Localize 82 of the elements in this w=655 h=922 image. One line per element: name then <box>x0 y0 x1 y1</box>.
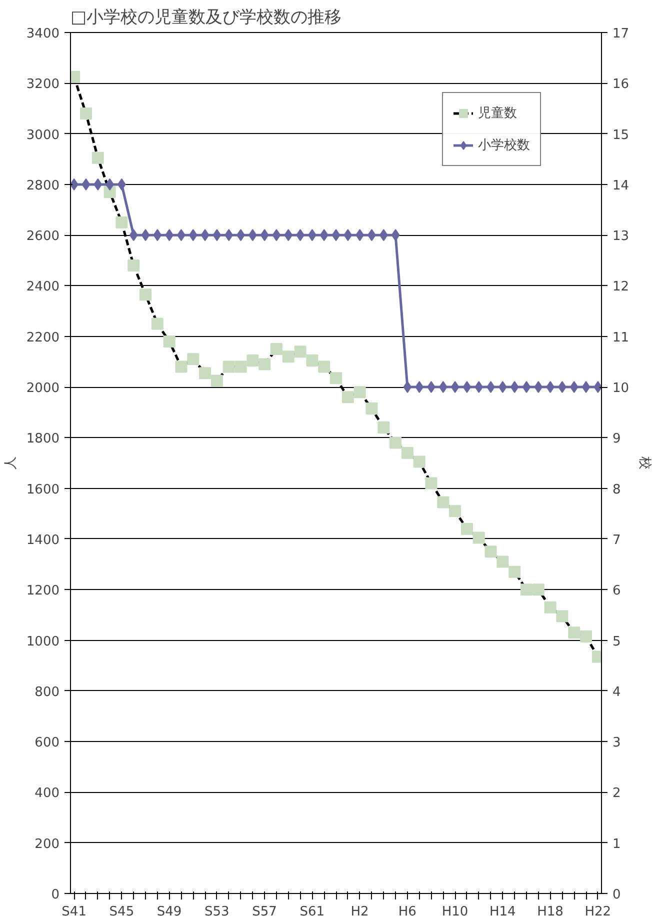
y-tick-label: 3200 <box>26 77 60 92</box>
x-tick-label: S41 <box>62 904 86 920</box>
point <box>391 229 400 242</box>
chart-title: □小学校の児童数及び学校数の推移 <box>70 8 342 28</box>
x-tick-label: H18 <box>537 904 564 920</box>
point <box>153 229 162 242</box>
x-tick-label: S57 <box>252 904 277 920</box>
y2-tick-label: 0 <box>612 888 621 902</box>
point <box>200 229 210 242</box>
x-tick-label: H10 <box>442 904 468 920</box>
y2-tick-label: 1 <box>612 836 621 852</box>
y-tick-label: 400 <box>34 786 60 802</box>
point <box>320 229 328 242</box>
point <box>141 229 150 242</box>
point <box>570 381 578 394</box>
y-tick-label: 600 <box>34 736 60 751</box>
y2-tick-label: 2 <box>612 786 621 802</box>
point <box>462 381 472 394</box>
y2-tick-label: 9 <box>612 432 621 447</box>
y2-tick-label: 16 <box>612 77 630 92</box>
point <box>332 229 340 242</box>
point <box>212 229 222 242</box>
y2-tick-label: 5 <box>612 634 621 650</box>
point <box>344 229 352 242</box>
y-axis-title: 人 <box>3 456 18 470</box>
x-tick-label: S53 <box>204 904 230 920</box>
x-tick-label: S49 <box>156 904 182 920</box>
point <box>260 229 269 242</box>
point <box>284 229 293 242</box>
y-tick-label: 1800 <box>26 432 60 447</box>
y2-tick-label: 10 <box>612 381 630 396</box>
x-tick-label: H6 <box>398 904 416 920</box>
y2-tick-label: 12 <box>612 280 630 295</box>
y2-tick-label: 6 <box>612 584 621 599</box>
y-tick-label: 2000 <box>26 381 60 396</box>
y2-tick-label: 15 <box>612 128 630 143</box>
point <box>248 229 257 242</box>
x-tick-label: H22 <box>584 904 612 920</box>
y-tick-label: 1400 <box>26 532 60 548</box>
y2-tick-label: 13 <box>612 229 630 244</box>
point <box>415 381 424 394</box>
y-tick-label: 2600 <box>26 229 60 244</box>
x-tick-label: S45 <box>109 904 134 920</box>
y-tick-label: 3000 <box>26 128 60 143</box>
y2-tick-label: 3 <box>612 736 621 751</box>
y2-axis-title: 校 <box>637 456 652 470</box>
y-tick-label: 1600 <box>26 482 60 498</box>
y2-tick-label: 4 <box>612 684 621 700</box>
point <box>582 381 590 394</box>
point <box>82 178 90 190</box>
point <box>474 381 484 394</box>
x-tick-label: H2 <box>350 904 369 920</box>
y-tick-label: 1200 <box>26 584 60 599</box>
y-tick-label: 2800 <box>26 178 60 194</box>
y-tick-label: 2400 <box>26 280 60 295</box>
point <box>188 229 198 242</box>
y2-tick-label: 17 <box>612 26 630 42</box>
y-tick-label: 0 <box>51 888 60 902</box>
y-tick-label: 200 <box>34 836 60 852</box>
point <box>224 229 234 242</box>
y-tick-label: 800 <box>34 684 60 700</box>
x-tick-label: S61 <box>300 904 325 920</box>
point <box>450 381 460 394</box>
point <box>534 381 543 394</box>
y2-tick-label: 14 <box>612 178 630 194</box>
y2-tick-label: 8 <box>612 482 621 498</box>
y-tick-label: 2200 <box>26 330 60 346</box>
x-tick-label: H14 <box>490 904 516 920</box>
point <box>129 229 138 242</box>
point <box>272 229 281 242</box>
point <box>438 381 448 394</box>
legend-label: 小学校数 <box>478 137 530 154</box>
point <box>379 229 388 242</box>
point <box>522 381 531 394</box>
y-tick-label: 1000 <box>26 634 60 650</box>
y2-tick-label: 7 <box>612 532 621 548</box>
y2-tick-label: 11 <box>612 330 630 346</box>
point <box>403 381 412 394</box>
point <box>510 381 519 394</box>
point <box>94 178 102 190</box>
legend-label: 児童数 <box>478 105 517 122</box>
y-tick-label: 3400 <box>26 26 60 42</box>
